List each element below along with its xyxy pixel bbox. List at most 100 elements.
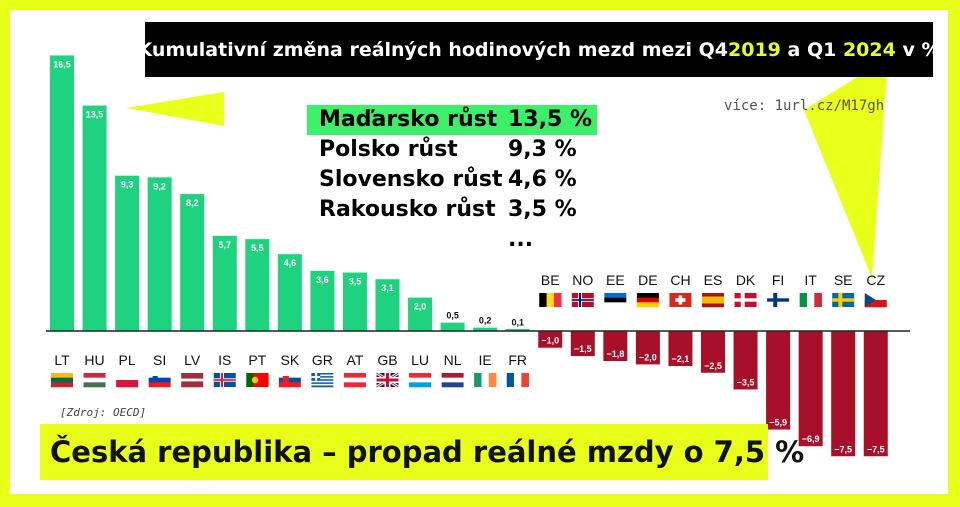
flag-stripe bbox=[311, 380, 334, 383]
flag-stripe bbox=[702, 293, 724, 297]
flag-triangle bbox=[864, 293, 876, 307]
bar-value-label: 5,5 bbox=[251, 243, 264, 253]
category-label-hu: HU bbox=[84, 352, 104, 368]
flag-cross bbox=[376, 378, 399, 382]
bar-ie bbox=[473, 327, 498, 331]
flag-stripe bbox=[506, 373, 515, 387]
flag-stripe bbox=[441, 373, 464, 378]
flag-stripe bbox=[636, 293, 659, 298]
highlight-value: 3,5 % ... bbox=[508, 197, 577, 252]
title-text-after: v % bbox=[895, 38, 941, 61]
flag-be-icon bbox=[539, 293, 562, 307]
highlight-list: Maďarsko růst 13,5 % Polsko růst 9,3 % S… bbox=[307, 105, 607, 252]
bar-value-label: −2,5 bbox=[704, 361, 722, 371]
flag-stripe bbox=[636, 302, 659, 308]
category-label-es: ES bbox=[704, 272, 723, 288]
flag-stripe bbox=[481, 373, 490, 387]
flag-stripe bbox=[604, 293, 627, 298]
bar-hu bbox=[82, 105, 107, 331]
flag-stripe bbox=[521, 373, 529, 387]
flag-cz-icon bbox=[864, 293, 887, 308]
flag-ch-icon bbox=[669, 293, 692, 307]
flag-cross bbox=[675, 298, 686, 302]
flag-stripe bbox=[604, 302, 627, 308]
bar-value-label: −7,5 bbox=[867, 444, 885, 454]
bar-no bbox=[570, 331, 595, 357]
flag-stripe bbox=[148, 377, 171, 383]
highlight-country: Slovensko růst bbox=[319, 167, 503, 192]
flag-stripe bbox=[546, 293, 555, 307]
category-label-it: IT bbox=[804, 272, 817, 288]
flag-stripe bbox=[799, 293, 808, 307]
flag-stripe bbox=[311, 383, 334, 386]
flag-stripe bbox=[311, 379, 334, 382]
bar-sk bbox=[277, 254, 302, 331]
category-label-gb: GB bbox=[377, 352, 397, 368]
bar-ch bbox=[668, 331, 693, 367]
flag-stripe bbox=[311, 373, 334, 375]
flag-stripe bbox=[181, 373, 204, 377]
bar-value-label: 3,1 bbox=[381, 283, 394, 293]
bar-value-label: 9,2 bbox=[153, 181, 166, 191]
flag-lv-icon bbox=[181, 373, 204, 388]
more-info-link[interactable]: více: 1url.cz/M17gh bbox=[724, 98, 885, 114]
flag-stripe bbox=[409, 377, 432, 383]
category-label-gr: GR bbox=[312, 352, 333, 368]
bar-value-label: −2,1 bbox=[672, 354, 690, 364]
bar-value-label: −6,9 bbox=[802, 434, 820, 444]
bar-value-label: −2,0 bbox=[639, 352, 657, 362]
highlight-row: Rakousko růst 3,5 % ... bbox=[307, 195, 607, 252]
category-label-lv: LV bbox=[184, 352, 201, 368]
bar-chart: 16,5 LT 13,5 HU 9,3 PL 9,2 SI 8,2 LV 5,7 IS 5,5 PT 4,6… bbox=[46, 55, 910, 457]
category-label-si: SI bbox=[153, 352, 166, 368]
flag-stripe bbox=[181, 378, 204, 382]
bar-value-label: −1,0 bbox=[541, 336, 559, 346]
bar-value-label: 3,6 bbox=[316, 275, 329, 285]
category-label-is: IS bbox=[218, 352, 231, 368]
title-text-before: Kumulativní změna reálných hodinových me… bbox=[137, 38, 728, 61]
flag-cross bbox=[832, 298, 855, 302]
bar-value-label: −3,5 bbox=[737, 377, 755, 387]
flag-stripe bbox=[311, 374, 334, 377]
flag-gr-icon bbox=[311, 373, 334, 388]
bar-value-label: 9,3 bbox=[121, 180, 134, 190]
flag-stripe bbox=[311, 385, 334, 388]
flag-stripe bbox=[702, 300, 724, 304]
category-label-lt: LT bbox=[54, 352, 70, 368]
flag-stripe bbox=[636, 297, 659, 303]
bar-ee bbox=[603, 331, 628, 362]
flag-emblem bbox=[282, 376, 289, 384]
pointer-triangle-left bbox=[126, 92, 224, 126]
flag-es-icon bbox=[702, 293, 724, 308]
category-label-ie: IE bbox=[479, 352, 492, 368]
flag-stripe bbox=[343, 377, 366, 383]
flag-cross bbox=[767, 298, 790, 302]
flag-lt-icon bbox=[51, 373, 73, 388]
flag-stripe bbox=[181, 375, 204, 379]
highlight-country: Polsko růst bbox=[319, 137, 458, 162]
category-label-fi: FI bbox=[772, 272, 784, 288]
category-label-lu: LU bbox=[411, 352, 429, 368]
category-label-be: BE bbox=[541, 272, 560, 288]
bar-fr bbox=[505, 329, 530, 331]
flag-stripe bbox=[278, 377, 301, 383]
highlight-row: Polsko růst 9,3 % bbox=[307, 135, 607, 165]
bar-nl bbox=[440, 322, 465, 331]
bar-value-label: −5,9 bbox=[769, 418, 787, 428]
bar-gr bbox=[310, 270, 335, 331]
flag-at-icon bbox=[343, 373, 366, 388]
flag-stripe bbox=[864, 293, 887, 301]
highlight-value: 4,6 % bbox=[508, 167, 577, 192]
flag-dk-icon bbox=[734, 293, 757, 307]
flag-stripe bbox=[539, 293, 547, 307]
flag-stripe bbox=[343, 382, 366, 388]
flag-fr-icon bbox=[506, 373, 529, 387]
headline-banner: Česká republika – propad reálné mzdy o 7… bbox=[40, 424, 804, 480]
bar-gb bbox=[375, 279, 400, 331]
bar-se bbox=[831, 331, 856, 457]
flag-stripe bbox=[441, 382, 464, 388]
flag-stripe bbox=[278, 373, 301, 378]
flag-se-icon bbox=[832, 293, 855, 307]
flag-stripe bbox=[116, 380, 139, 388]
flag-stripe bbox=[311, 377, 334, 380]
